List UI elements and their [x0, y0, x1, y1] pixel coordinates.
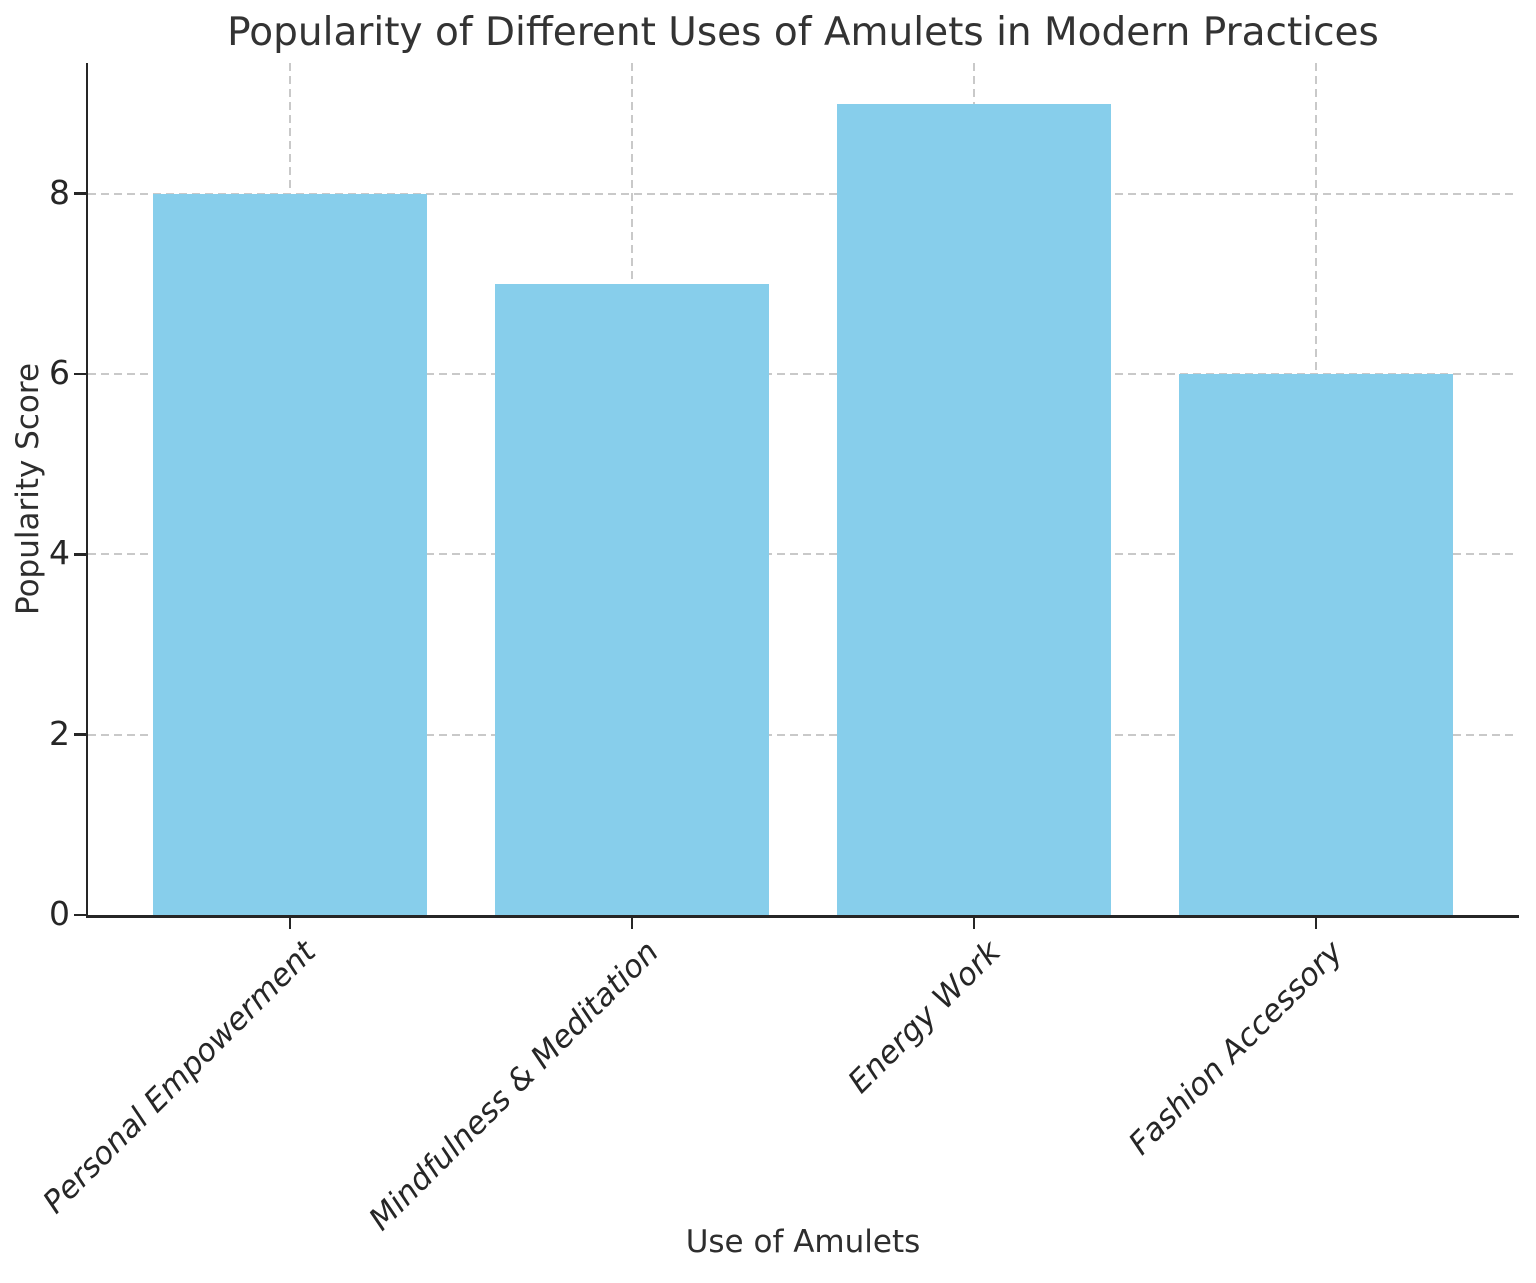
y-tick-mark [74, 372, 86, 376]
x-tick-mark [1314, 917, 1318, 929]
gridline-horizontal [88, 373, 1518, 376]
y-tick-label: 6 [49, 352, 70, 392]
gridline-horizontal [88, 553, 1518, 556]
y-axis-spine [85, 63, 88, 918]
y-tick-mark [74, 553, 86, 556]
y-tick-label: 0 [49, 893, 70, 933]
y-tick-label: 4 [49, 533, 70, 573]
x-tick-label: Personal Empowerment [36, 934, 324, 1221]
plot-area [88, 63, 1518, 915]
x-tick-mark [288, 917, 292, 929]
bar [837, 103, 1111, 915]
bar [153, 193, 427, 915]
x-tick-label: Energy Work [841, 934, 1008, 1101]
x-tick-label: Fashion Accessory [1121, 934, 1350, 1162]
y-tick-mark [74, 192, 86, 195]
y-tick-mark [74, 733, 86, 736]
bar [1179, 374, 1453, 915]
y-axis-label: Popularity Score [10, 362, 46, 616]
x-tick-mark [630, 917, 634, 929]
y-tick-label: 2 [49, 713, 70, 753]
gridline-horizontal [88, 733, 1518, 736]
x-tick-mark [972, 917, 976, 929]
bar [495, 283, 769, 915]
x-tick-label: Mindfulness & Meditation [361, 934, 666, 1238]
chart-title: Popularity of Different Uses of Amulets … [227, 10, 1379, 55]
y-tick-label: 8 [49, 172, 70, 212]
x-axis-label: Use of Amulets [685, 1224, 921, 1260]
gridline-horizontal [88, 192, 1518, 195]
x-axis-spine [85, 915, 1519, 918]
y-tick-mark [74, 913, 86, 917]
